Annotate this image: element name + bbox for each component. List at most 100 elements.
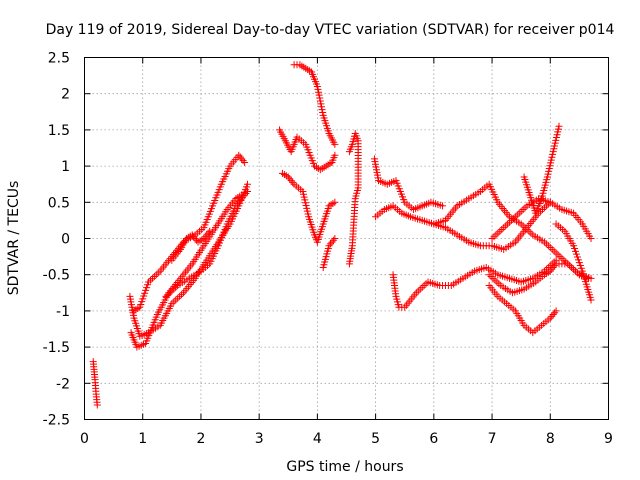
x-tick-labels: 0 1 2 3 4 5 6 7 8 9 (80, 431, 613, 447)
data-point (539, 206, 547, 214)
data-point (317, 103, 325, 111)
series-s3 (127, 191, 246, 351)
x-tick-label: 1 (138, 431, 147, 447)
data-point (549, 311, 557, 319)
data-point (542, 202, 550, 210)
data-point (517, 207, 525, 215)
data-point (568, 263, 576, 271)
x-tick-label: 7 (488, 431, 497, 447)
data-point (513, 211, 521, 219)
data-point (287, 177, 295, 185)
data-point (548, 245, 556, 253)
data-point (555, 122, 563, 130)
data-point (548, 265, 556, 273)
data-point (439, 202, 447, 210)
data-point (331, 198, 339, 206)
data-point (562, 258, 570, 266)
data-point (204, 229, 212, 237)
data-point (504, 220, 512, 228)
data-point (515, 209, 523, 217)
x-tick-label: 0 (80, 431, 89, 447)
data-point (93, 401, 101, 409)
data-point (316, 94, 324, 102)
data-point (331, 235, 339, 242)
data-point (544, 242, 552, 250)
grid (84, 57, 609, 420)
data-point (241, 158, 249, 166)
data-point (286, 175, 294, 183)
series-s9 (290, 61, 339, 148)
data-point (550, 247, 558, 255)
data-point (488, 235, 496, 242)
data-point (570, 265, 578, 273)
data-point (546, 244, 554, 252)
data-point (193, 236, 201, 244)
data-point (190, 233, 198, 241)
data-point (235, 151, 243, 159)
data-point (236, 153, 244, 161)
series-s12 (370, 155, 447, 214)
data-point (188, 231, 196, 239)
y-tick-label: 0 (61, 232, 70, 248)
data-point (420, 282, 428, 290)
chart-title: Day 119 of 2019, Sidereal Day-to-day VTE… (46, 22, 615, 38)
x-tick-label: 5 (371, 431, 380, 447)
series-s8 (278, 169, 339, 246)
data-point (325, 242, 333, 250)
series-s11 (345, 130, 362, 268)
data-point (244, 180, 252, 188)
y-tick-label: -0.5 (43, 268, 70, 284)
series-s7 (276, 126, 339, 174)
y-tick-label: -1.5 (43, 340, 70, 356)
data-point (289, 178, 297, 186)
data-point (495, 280, 503, 288)
data-point (554, 251, 562, 259)
data-point (422, 280, 430, 288)
data-point (502, 222, 510, 230)
y-tick-label: -1 (56, 304, 70, 320)
x-tick-label: 6 (429, 431, 438, 447)
y-tick-label: -2.5 (43, 413, 70, 429)
data-point (587, 296, 595, 304)
x-tick-label: 2 (196, 431, 205, 447)
data-point (176, 292, 184, 300)
data-point (493, 278, 501, 286)
data-points (89, 61, 595, 409)
data-point (546, 314, 554, 322)
y-tick-label: 1 (61, 159, 70, 175)
series-s6 (168, 227, 214, 264)
data-point (416, 285, 424, 293)
data-point (313, 82, 321, 90)
y-tick-label: 0.5 (48, 195, 70, 211)
data-point (556, 253, 564, 261)
data-point (191, 235, 199, 242)
data-point (203, 231, 211, 239)
data-point (546, 267, 554, 275)
series-s17 (485, 260, 592, 297)
data-point (148, 274, 156, 282)
data-point (326, 240, 334, 248)
data-point (527, 229, 535, 237)
data-point (418, 283, 426, 291)
y-axis-label: SDTVAR / TECUs (6, 181, 22, 296)
data-point (525, 227, 533, 235)
data-point (170, 298, 178, 306)
data-point (549, 263, 557, 271)
data-point (152, 271, 160, 279)
x-tick-label: 8 (546, 431, 555, 447)
data-point (316, 97, 324, 105)
data-point (244, 187, 252, 195)
data-point (496, 227, 504, 235)
series-s19 (520, 122, 563, 217)
data-point (566, 262, 574, 270)
data-point (315, 91, 323, 99)
data-point (328, 238, 336, 246)
y-tick-label: -2 (56, 376, 70, 392)
data-point (174, 294, 182, 302)
data-point (201, 233, 209, 241)
data-point (206, 227, 214, 235)
data-point (178, 291, 186, 299)
data-point (329, 236, 337, 244)
series-s1 (89, 358, 101, 409)
data-point (552, 307, 560, 315)
